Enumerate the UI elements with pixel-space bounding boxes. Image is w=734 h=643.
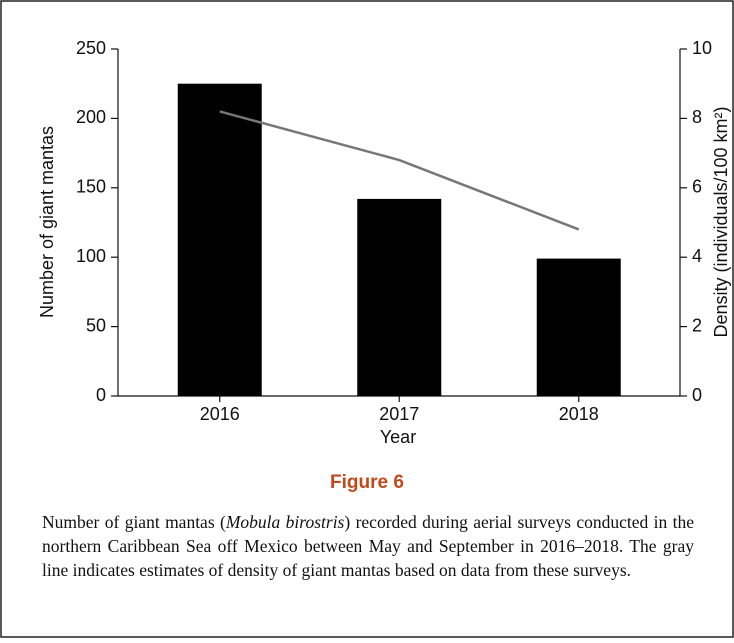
x-axis-label: Year [380, 427, 416, 447]
y-tick-label: 50 [86, 315, 106, 335]
x-tick-label: 2017 [379, 404, 419, 424]
bar [357, 198, 442, 396]
caption: Number of giant mantas (Mobula birostris… [42, 510, 694, 582]
y-tick-label: 100 [76, 246, 106, 266]
x-tick-label: 2016 [200, 404, 240, 424]
bar [177, 83, 262, 396]
caption-text: Number of giant mantas ( [42, 512, 226, 532]
y2-tick-label: 6 [692, 177, 702, 197]
figure-label: Figure 6 [330, 472, 404, 493]
y2-tick-label: 0 [692, 385, 702, 405]
y2-tick-label: 4 [692, 246, 702, 266]
x-tick-label: 2018 [559, 404, 599, 424]
y2-tick-label: 2 [692, 315, 702, 335]
bar [536, 258, 621, 396]
caption-italic: Mobula birostris [225, 512, 345, 532]
y2-tick-label: 10 [692, 38, 712, 58]
y-axis-label: Number of giant mantas [37, 126, 57, 318]
caption-text: ) recorded during aerial surveys conduct… [42, 512, 695, 580]
y2-tick-label: 8 [692, 107, 702, 127]
y-tick-label: 0 [96, 385, 106, 405]
density-line [219, 110, 580, 231]
y2-axis-label: Density (individuals/100 km²) [711, 106, 731, 337]
y-tick-label: 150 [76, 177, 106, 197]
y-tick-label: 200 [76, 107, 106, 127]
y-tick-label: 250 [76, 38, 106, 58]
